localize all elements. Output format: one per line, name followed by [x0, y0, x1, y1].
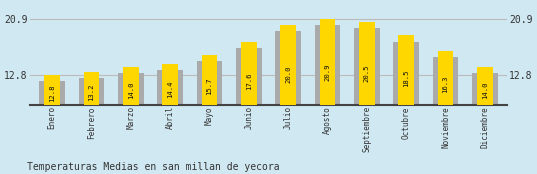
- Text: Temperaturas Medias en san millan de yecora: Temperaturas Medias en san millan de yec…: [27, 162, 279, 172]
- Bar: [84, 72, 99, 164]
- Bar: [201, 55, 217, 164]
- Bar: [477, 67, 493, 164]
- Bar: [118, 73, 143, 164]
- Bar: [359, 22, 375, 164]
- Text: 13.2: 13.2: [89, 84, 95, 101]
- Bar: [44, 75, 60, 164]
- Text: 20.5: 20.5: [364, 64, 370, 82]
- Bar: [320, 19, 336, 164]
- Text: 18.5: 18.5: [403, 70, 409, 87]
- Bar: [162, 64, 178, 164]
- Bar: [241, 42, 257, 164]
- Bar: [123, 67, 139, 164]
- Bar: [394, 42, 419, 164]
- Text: 20.0: 20.0: [285, 66, 291, 83]
- Bar: [197, 61, 222, 164]
- Text: 14.0: 14.0: [482, 82, 488, 99]
- Bar: [275, 31, 301, 164]
- Bar: [398, 35, 414, 164]
- Bar: [280, 25, 296, 164]
- Text: 12.8: 12.8: [49, 85, 55, 102]
- Text: 15.7: 15.7: [207, 77, 213, 94]
- Text: 20.9: 20.9: [324, 63, 330, 81]
- Text: 16.3: 16.3: [442, 76, 448, 93]
- Bar: [236, 48, 262, 164]
- Bar: [78, 78, 104, 164]
- Text: 17.6: 17.6: [246, 72, 252, 90]
- Bar: [39, 81, 65, 164]
- Bar: [315, 25, 340, 164]
- Text: 14.4: 14.4: [167, 81, 173, 98]
- Bar: [472, 73, 498, 164]
- Bar: [438, 51, 453, 164]
- Text: 14.0: 14.0: [128, 82, 134, 99]
- Bar: [157, 70, 183, 164]
- Bar: [354, 28, 380, 164]
- Bar: [433, 57, 459, 164]
